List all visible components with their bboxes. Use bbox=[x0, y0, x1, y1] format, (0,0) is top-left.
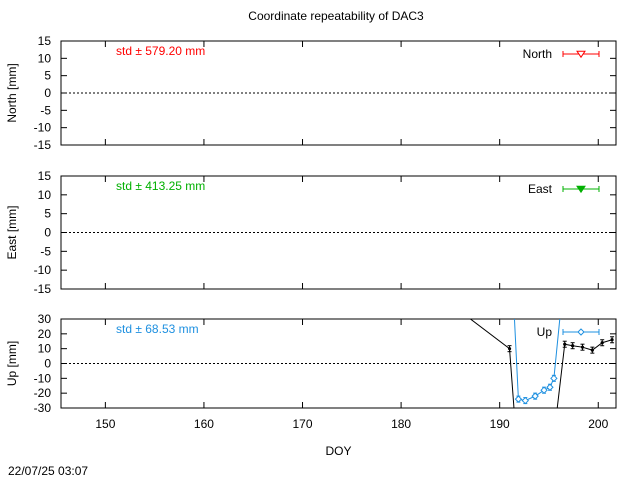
legend-label: Up bbox=[537, 325, 553, 339]
plot-frame bbox=[60, 175, 617, 290]
y-axis-label: Up [mm] bbox=[5, 341, 19, 386]
legend-label: East bbox=[528, 182, 553, 196]
y-tick-label: -20 bbox=[34, 386, 52, 400]
legend-marker bbox=[576, 185, 586, 194]
y-tick-label: -30 bbox=[34, 401, 52, 415]
data-point bbox=[521, 396, 530, 405]
y-tick-label: 10 bbox=[38, 51, 52, 65]
y-tick-label: -15 bbox=[34, 282, 52, 296]
y-tick-label: 20 bbox=[38, 327, 52, 341]
data-point bbox=[514, 395, 523, 403]
y-axis-label: North [mm] bbox=[5, 63, 19, 122]
series-line bbox=[513, 319, 561, 402]
y-tick-label: 0 bbox=[44, 357, 51, 371]
legend-marker bbox=[576, 50, 586, 59]
y-tick-label: 15 bbox=[38, 169, 52, 183]
data-point bbox=[580, 345, 585, 349]
x-tick-label: 180 bbox=[391, 417, 411, 431]
y-tick-label: 0 bbox=[44, 226, 51, 240]
x-tick-label: 150 bbox=[95, 417, 115, 431]
y-tick-label: 10 bbox=[38, 342, 52, 356]
legend-label: North bbox=[523, 47, 552, 61]
legend-marker bbox=[577, 328, 585, 336]
y-tick-label: -5 bbox=[40, 244, 51, 258]
x-axis-label: DOY bbox=[325, 444, 351, 458]
data-point bbox=[507, 347, 512, 351]
chart-title: Coordinate repeatability of DAC3 bbox=[248, 9, 424, 23]
y-tick-label: 10 bbox=[38, 188, 52, 202]
x-tick-label: 190 bbox=[490, 417, 510, 431]
plot-frame bbox=[60, 40, 617, 146]
std-label: std ± 413.25 mm bbox=[116, 179, 205, 193]
y-tick-label: -15 bbox=[34, 138, 52, 152]
y-tick-label: 5 bbox=[44, 207, 51, 221]
data-point bbox=[610, 338, 614, 342]
y-tick-label: 0 bbox=[44, 86, 51, 100]
data-point bbox=[531, 392, 539, 400]
x-tick-label: 170 bbox=[293, 417, 313, 431]
y-tick-label: 15 bbox=[38, 34, 52, 48]
std-label: std ± 68.53 mm bbox=[116, 322, 199, 336]
chart-panel-east: 15 10 5 0 -5 -10 -15 East [mm] std ± 413.25 mm Ea… bbox=[5, 169, 617, 296]
y-tick-label: 5 bbox=[44, 69, 51, 83]
x-tick-label: 200 bbox=[588, 417, 608, 431]
data-point bbox=[590, 348, 594, 352]
timestamp: 22/07/25 03:07 bbox=[8, 464, 88, 478]
data-point bbox=[600, 341, 604, 345]
y-axis-label: East [mm] bbox=[5, 205, 19, 259]
plot-frame bbox=[60, 318, 617, 409]
series-group bbox=[469, 319, 615, 408]
x-tick-label: 160 bbox=[194, 417, 214, 431]
y-tick-label: -10 bbox=[34, 263, 52, 277]
y-tick-label: -10 bbox=[34, 371, 52, 385]
data-point bbox=[550, 374, 558, 383]
chart-panel-north: 15 10 5 0 -5 -10 -15 North [mm] std ± 579.20 mm N… bbox=[5, 34, 617, 152]
data-point bbox=[563, 342, 567, 346]
y-tick-label: 30 bbox=[38, 312, 52, 326]
y-tick-label: -10 bbox=[34, 121, 52, 135]
data-point bbox=[571, 344, 575, 348]
y-tick-label: -5 bbox=[40, 103, 51, 117]
std-label: std ± 579.20 mm bbox=[116, 44, 205, 58]
data-point bbox=[540, 386, 548, 394]
data-point bbox=[546, 383, 554, 391]
